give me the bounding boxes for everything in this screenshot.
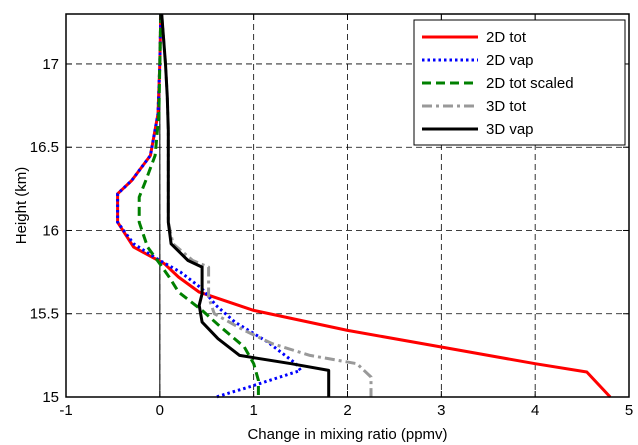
- y-tick-label: 17: [42, 56, 59, 73]
- x-axis-title: Change in mixing ratio (ppmv): [247, 426, 447, 443]
- legend-label: 3D vap: [486, 121, 534, 138]
- y-tick-label: 15.5: [30, 306, 59, 323]
- x-tick-label: 1: [249, 402, 257, 419]
- x-tick-label: 2: [343, 402, 351, 419]
- legend: 2D tot 2D vap 2D tot scaled 3D tot 3D vap: [413, 19, 626, 146]
- x-tick-label: 0: [156, 402, 164, 419]
- y-axis-ticks: 15 15.5 16 16.5 17: [30, 56, 629, 406]
- legend-label: 3D tot: [486, 98, 527, 115]
- legend-label: 2D vap: [486, 52, 534, 69]
- y-tick-label: 15: [42, 389, 59, 406]
- series-line-2: [137, 13, 260, 397]
- y-axis-title: Height (km): [13, 167, 30, 245]
- legend-label: 2D tot scaled: [486, 75, 574, 92]
- series-line-1: [116, 13, 303, 399]
- x-axis-ticks: -1 0 1 2 3 4 5: [59, 14, 633, 419]
- y-tick-label: 16: [42, 222, 59, 239]
- series-line-4: [160, 13, 331, 397]
- x-tick-label: 5: [625, 402, 633, 419]
- x-tick-label: 3: [437, 402, 445, 419]
- data-series: [116, 13, 612, 399]
- y-tick-label: 16.5: [30, 139, 59, 156]
- series-line-3: [160, 13, 373, 397]
- legend-box: [413, 19, 626, 146]
- x-tick-label: -1: [59, 402, 72, 419]
- x-tick-label: 4: [531, 402, 539, 419]
- legend-label: 2D tot: [486, 29, 527, 46]
